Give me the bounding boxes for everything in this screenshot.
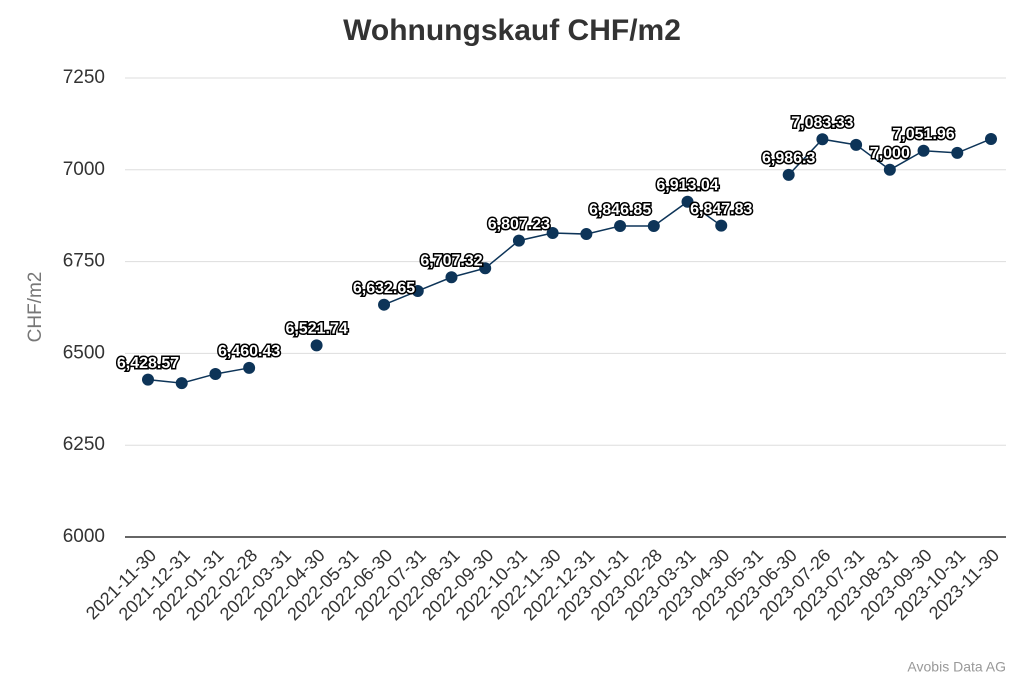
data-label: 6,847.83 <box>690 201 752 218</box>
point <box>378 298 391 311</box>
line <box>147 367 250 384</box>
chart-title: Wohnungskauf CHF/m2 <box>343 14 681 47</box>
data-label: 6,807.23 <box>488 216 550 233</box>
point <box>546 226 559 239</box>
point <box>985 132 997 145</box>
data-label: 6,913.04 <box>656 177 718 194</box>
point <box>512 234 525 247</box>
y-tick-label: 7000 <box>63 159 105 180</box>
data-label: 7,083.33 <box>791 114 853 131</box>
y-tick-label: 6000 <box>63 526 105 547</box>
point <box>951 146 964 159</box>
point <box>917 144 930 157</box>
y-tick-label: 6250 <box>63 434 105 455</box>
data-label: 6,521.74 <box>285 321 347 338</box>
point <box>243 361 256 374</box>
y-tick-label: 6750 <box>63 251 105 272</box>
point <box>580 228 593 241</box>
credit: Avobis Data AG <box>907 659 1006 675</box>
y-tick-label: 6500 <box>63 342 105 363</box>
point <box>310 339 323 352</box>
data-label: 6,460.43 <box>218 343 280 360</box>
point <box>681 195 694 208</box>
data-label: 6,986.3 <box>762 150 815 167</box>
point <box>209 367 222 380</box>
y-axis-label: CHF/m2 <box>25 272 46 343</box>
point <box>479 262 492 275</box>
data-label: 7,000 <box>870 145 910 162</box>
point <box>175 377 188 390</box>
point <box>142 373 154 386</box>
point <box>411 284 424 297</box>
point <box>883 163 896 176</box>
point <box>850 138 863 151</box>
y-tick-label: 7250 <box>63 67 105 88</box>
point <box>782 168 795 181</box>
data-label: 6,846.85 <box>589 201 651 218</box>
data-label: 6,428.57 <box>117 355 179 372</box>
point <box>614 220 627 233</box>
point <box>816 133 829 146</box>
point <box>647 219 660 232</box>
data-label: 6,707.32 <box>420 252 482 269</box>
point <box>715 219 728 232</box>
data-label: 7,051.96 <box>892 126 954 143</box>
data-label: 6,632.65 <box>353 280 415 297</box>
point <box>445 271 458 284</box>
